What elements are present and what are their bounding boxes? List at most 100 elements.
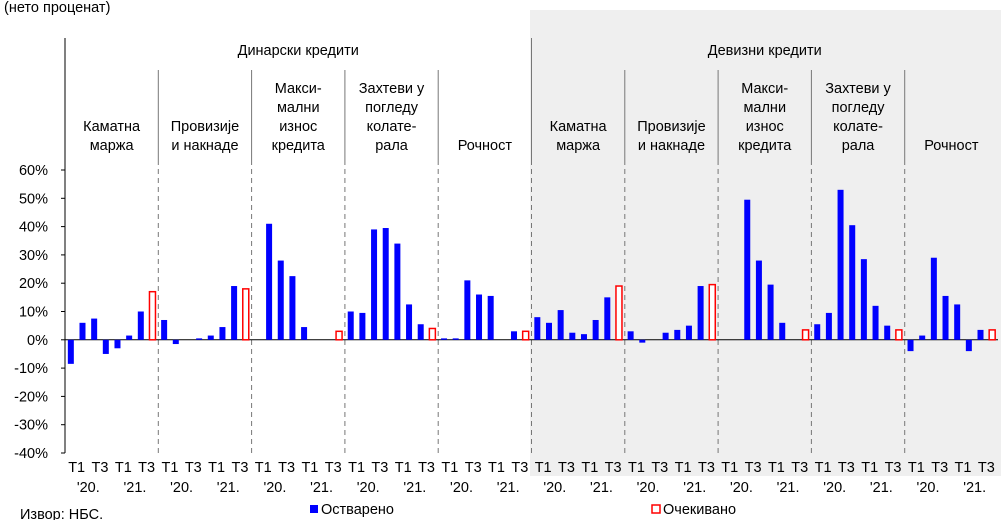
year-label: '20. — [823, 480, 846, 496]
bar — [697, 286, 704, 340]
bar — [289, 276, 296, 340]
bar — [580, 334, 587, 340]
group-label: кредита — [738, 138, 792, 154]
bar — [557, 310, 564, 340]
group-label: маржа — [556, 138, 601, 154]
group-label: Каматна — [83, 119, 141, 135]
year-label: '21. — [403, 480, 426, 496]
bar — [382, 228, 389, 340]
year-label: '20. — [77, 480, 100, 496]
bar — [266, 223, 273, 340]
group-label: колате- — [833, 119, 883, 135]
group-label: колате- — [367, 119, 417, 135]
section-label: Девизни кредити — [708, 43, 822, 59]
bar — [779, 322, 786, 340]
bar — [534, 317, 541, 340]
x-tick-label: T1 — [162, 460, 179, 476]
bar — [428, 327, 437, 341]
year-label: '21. — [683, 480, 706, 496]
group-label: мални — [277, 100, 320, 116]
y-tick-label: -20% — [14, 389, 48, 405]
x-tick-label: T1 — [721, 460, 738, 476]
bar — [487, 295, 494, 340]
x-tick-label: T3 — [371, 460, 388, 476]
bar — [849, 225, 856, 340]
bar — [196, 338, 203, 340]
bar — [464, 280, 471, 340]
group-label: и накнаде — [638, 138, 705, 154]
group-label: Макси- — [741, 81, 788, 97]
x-tick-label: T3 — [791, 460, 808, 476]
x-tick-label: T1 — [208, 460, 225, 476]
bar — [277, 260, 284, 340]
legend-label: Очекивано — [663, 502, 736, 518]
bar — [511, 331, 518, 340]
group-label: маржа — [90, 138, 135, 154]
year-label: '20. — [543, 480, 566, 496]
section-shade — [530, 10, 1001, 476]
group-label: Захтеви у — [359, 81, 425, 97]
bar — [102, 339, 109, 354]
group-label: кредита — [272, 138, 326, 154]
x-tick-label: T3 — [651, 460, 668, 476]
year-label: '20. — [263, 480, 286, 496]
bar — [219, 327, 226, 340]
x-tick-label: T1 — [675, 460, 692, 476]
bar — [114, 339, 121, 349]
group-label: погледу — [832, 100, 886, 116]
bar — [301, 327, 308, 340]
y-tick-label: 20% — [19, 276, 48, 292]
x-tick-label: T3 — [418, 460, 435, 476]
y-tick-label: 30% — [19, 248, 48, 264]
bar — [207, 335, 214, 340]
bar — [860, 259, 867, 340]
y-tick-label: -10% — [14, 361, 48, 377]
x-tick-label: T3 — [698, 460, 715, 476]
group-label: Провизије — [171, 119, 239, 135]
x-tick-label: T1 — [581, 460, 598, 476]
bar — [67, 339, 74, 364]
x-tick-label: T3 — [231, 460, 248, 476]
bar — [825, 312, 832, 340]
x-tick-label: T3 — [92, 460, 109, 476]
bar — [417, 324, 424, 340]
bar — [172, 339, 179, 345]
bar — [744, 199, 751, 340]
x-tick-label: T1 — [861, 460, 878, 476]
x-tick-label: T3 — [185, 460, 202, 476]
bar — [930, 257, 937, 340]
bar — [801, 329, 810, 341]
group-label: Макси- — [275, 81, 322, 97]
bar — [521, 330, 530, 341]
group-label: рала — [842, 138, 876, 154]
bar — [592, 319, 599, 340]
group-label: Захтеви у — [825, 81, 891, 97]
bar — [965, 339, 972, 352]
year-label: '21. — [777, 480, 800, 496]
group-label: износ — [279, 119, 317, 135]
bar — [872, 305, 879, 340]
x-tick-label: T3 — [138, 460, 155, 476]
year-label: '20. — [450, 480, 473, 496]
bar — [615, 285, 623, 341]
year-label: '21. — [963, 480, 986, 496]
x-tick-label: T1 — [768, 460, 785, 476]
bar — [359, 312, 366, 340]
year-label: '20. — [917, 480, 940, 496]
bar — [988, 329, 996, 341]
bar — [452, 338, 459, 340]
x-tick-label: T3 — [931, 460, 948, 476]
x-tick-label: T3 — [278, 460, 295, 476]
year-label: '20. — [170, 480, 193, 496]
x-tick-label: T3 — [745, 460, 762, 476]
bar — [685, 325, 692, 340]
y-tick-label: 40% — [19, 220, 48, 236]
x-tick-label: T1 — [908, 460, 925, 476]
source-note: Извор: НБС. — [20, 507, 103, 520]
group-label: Провизије — [637, 119, 705, 135]
bar — [406, 304, 413, 340]
x-tick-label: T3 — [838, 460, 855, 476]
bar — [231, 286, 238, 340]
x-tick-label: T1 — [441, 460, 458, 476]
